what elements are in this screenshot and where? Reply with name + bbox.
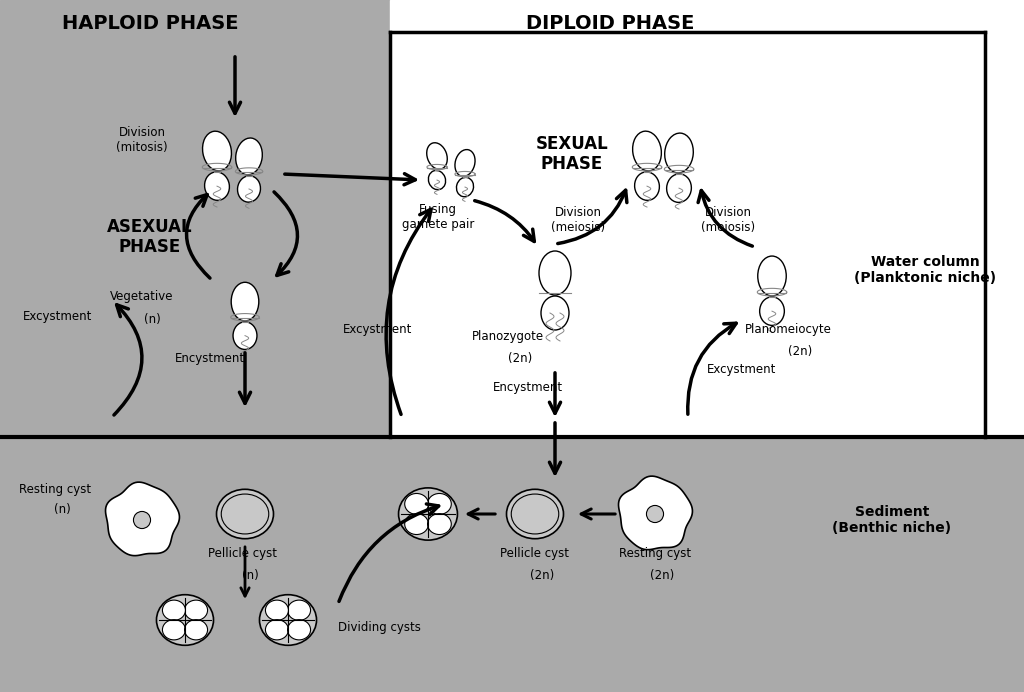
Text: SEXUAL
PHASE: SEXUAL PHASE [536, 135, 608, 174]
Ellipse shape [398, 488, 458, 540]
Ellipse shape [231, 282, 259, 321]
Ellipse shape [288, 600, 310, 620]
Text: Division
(meiosis): Division (meiosis) [701, 206, 755, 234]
Ellipse shape [221, 494, 268, 534]
Text: Pellicle cyst: Pellicle cyst [208, 547, 276, 561]
Ellipse shape [457, 177, 473, 197]
Ellipse shape [236, 138, 262, 175]
Text: Division
(mitosis): Division (mitosis) [116, 126, 168, 154]
Circle shape [133, 511, 151, 529]
Text: (2n): (2n) [650, 569, 674, 581]
Ellipse shape [184, 619, 208, 640]
Circle shape [646, 505, 664, 522]
Text: Vegetative: Vegetative [111, 291, 174, 304]
Ellipse shape [635, 172, 659, 201]
Polygon shape [618, 476, 692, 549]
Text: Division
(meiosis): Division (meiosis) [551, 206, 605, 234]
Text: (2n): (2n) [787, 345, 812, 358]
Text: Planozygote: Planozygote [472, 331, 544, 343]
Text: Excystment: Excystment [343, 323, 413, 336]
Ellipse shape [404, 513, 428, 534]
Text: (2n): (2n) [529, 569, 554, 581]
Ellipse shape [216, 489, 273, 538]
Text: Water column
(Planktonic niche): Water column (Planktonic niche) [854, 255, 996, 285]
Ellipse shape [265, 619, 289, 640]
Ellipse shape [157, 594, 214, 646]
Ellipse shape [288, 619, 310, 640]
Text: Resting cyst: Resting cyst [18, 484, 91, 496]
Ellipse shape [455, 149, 475, 176]
Ellipse shape [539, 251, 571, 295]
Ellipse shape [233, 322, 257, 349]
Text: ASEXUAL
PHASE: ASEXUAL PHASE [108, 217, 193, 257]
Text: Encystment: Encystment [493, 381, 563, 394]
Bar [0, 0, 390, 692]
Text: Pellicle cyst: Pellicle cyst [501, 547, 569, 561]
Text: Sediment
(Benthic niche): Sediment (Benthic niche) [833, 505, 951, 535]
Text: (n): (n) [242, 569, 258, 581]
Ellipse shape [184, 600, 208, 620]
Ellipse shape [428, 170, 445, 190]
Text: (2n): (2n) [508, 352, 532, 365]
Ellipse shape [259, 594, 316, 646]
Bar [0, 437, 1024, 692]
Ellipse shape [541, 296, 569, 330]
Text: HAPLOID PHASE: HAPLOID PHASE [61, 14, 239, 33]
Ellipse shape [760, 297, 784, 325]
Text: Planomeiocyte: Planomeiocyte [744, 323, 831, 336]
Ellipse shape [758, 256, 786, 296]
Ellipse shape [428, 493, 452, 514]
Ellipse shape [404, 493, 428, 514]
Text: Fusing
gamete pair: Fusing gamete pair [401, 203, 474, 231]
Ellipse shape [667, 174, 691, 202]
Text: (n): (n) [143, 313, 161, 327]
Ellipse shape [428, 513, 452, 534]
Ellipse shape [511, 494, 559, 534]
Ellipse shape [238, 176, 260, 202]
Ellipse shape [265, 600, 289, 620]
Ellipse shape [633, 131, 662, 171]
Ellipse shape [427, 143, 447, 170]
Ellipse shape [205, 172, 229, 201]
Text: (n): (n) [53, 504, 71, 516]
Ellipse shape [507, 489, 563, 538]
Ellipse shape [665, 133, 693, 173]
Text: Excystment: Excystment [708, 363, 776, 376]
Text: Dividing cysts: Dividing cysts [338, 621, 421, 633]
Bar [390, 0, 1024, 437]
Polygon shape [105, 482, 179, 556]
Ellipse shape [203, 131, 231, 171]
Text: Encystment: Encystment [175, 352, 245, 365]
Ellipse shape [163, 600, 185, 620]
Text: Excystment: Excystment [24, 311, 93, 323]
Text: Resting cyst: Resting cyst [618, 547, 691, 561]
Ellipse shape [163, 619, 185, 640]
Text: DIPLOID PHASE: DIPLOID PHASE [525, 14, 694, 33]
